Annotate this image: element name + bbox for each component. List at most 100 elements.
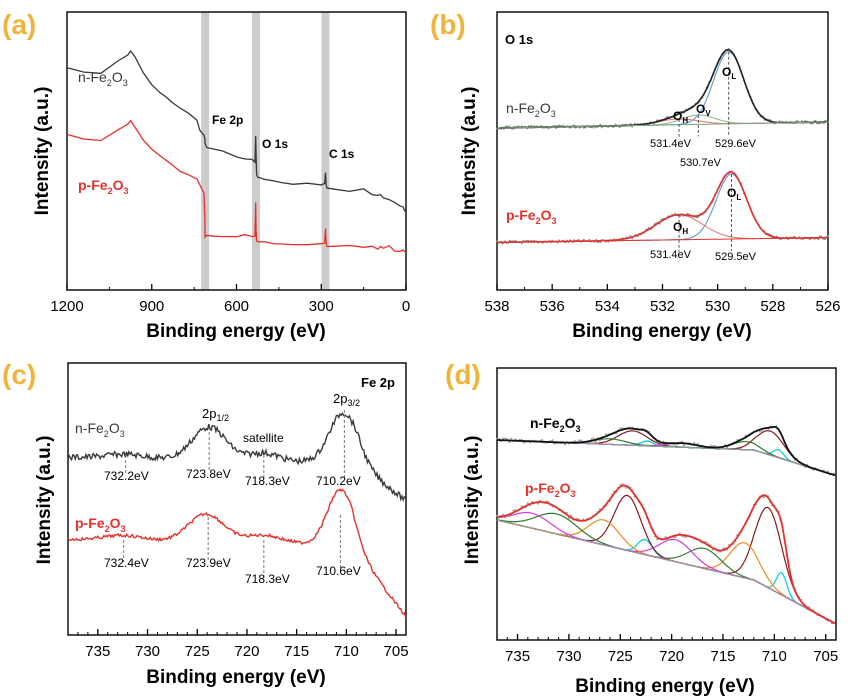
data-point bbox=[573, 239, 576, 241]
data-point bbox=[633, 429, 636, 432]
data-point bbox=[619, 427, 622, 430]
series-line-p bbox=[66, 119, 407, 253]
x-tick-label: 725 bbox=[608, 648, 633, 665]
x-tick-label: 534 bbox=[595, 298, 620, 315]
data-point bbox=[508, 239, 511, 242]
x-tick-label: 0 bbox=[402, 298, 410, 315]
series-line-p bbox=[67, 488, 407, 618]
peak-label-2p12: 2p1/2 bbox=[202, 406, 229, 423]
x-tick-label: 600 bbox=[224, 298, 249, 315]
data-point bbox=[705, 541, 708, 544]
data-point bbox=[822, 238, 825, 240]
data-point bbox=[526, 502, 529, 505]
panel-d-xlabel: Binding energy (eV) bbox=[575, 676, 754, 697]
panel-c-ylabel: Intensity (a.u.) bbox=[34, 436, 55, 565]
panel-a-ylabel: Intensity (a.u.) bbox=[32, 87, 53, 216]
data-point bbox=[590, 438, 593, 441]
fit-component bbox=[497, 51, 828, 129]
data-point bbox=[682, 444, 685, 447]
data-point bbox=[508, 515, 511, 518]
data-point bbox=[580, 439, 583, 442]
x-tick-label: 526 bbox=[815, 298, 840, 315]
annotation-p-710.6: 710.6eV bbox=[316, 564, 361, 578]
data-point bbox=[562, 124, 565, 127]
data-point bbox=[520, 242, 523, 245]
panel-b-ylabel: Intensity (a.u.) bbox=[459, 87, 480, 216]
data-point bbox=[621, 426, 624, 429]
data-point bbox=[504, 516, 507, 519]
data-point bbox=[696, 216, 698, 219]
panel-label-d: (d) bbox=[445, 359, 481, 390]
data-point bbox=[758, 430, 761, 433]
data-point bbox=[514, 239, 516, 242]
data-point bbox=[824, 119, 827, 122]
peak-label-c1s: C 1s bbox=[329, 147, 355, 161]
data-point bbox=[674, 212, 676, 215]
data-point bbox=[540, 124, 543, 127]
peak-label-o1s: O 1s bbox=[262, 137, 288, 151]
x-tick-label: 725 bbox=[185, 643, 210, 660]
series-label-p: p-Fe2O3 bbox=[78, 177, 128, 196]
data-point bbox=[792, 235, 795, 238]
annotation-p-723.9: 723.9eV bbox=[186, 556, 231, 570]
data-point bbox=[501, 242, 504, 245]
data-point bbox=[709, 444, 712, 447]
data-point bbox=[574, 440, 577, 443]
component-label-ol-n: OL bbox=[722, 65, 736, 81]
data-point bbox=[594, 126, 596, 129]
x-tick-label: 1200 bbox=[50, 298, 83, 315]
component-label-oh-p: OH bbox=[673, 220, 688, 236]
data-point bbox=[598, 439, 601, 442]
data-point bbox=[827, 235, 829, 238]
panel-c-xlabel: Binding energy (eV) bbox=[146, 667, 325, 688]
annotation-p-732.4: 732.4eV bbox=[104, 556, 149, 570]
fit-component bbox=[496, 512, 836, 625]
data-point bbox=[682, 535, 685, 538]
data-point bbox=[826, 470, 829, 473]
series-label-n: n-Fe2O3 bbox=[78, 69, 128, 88]
annotation-p-531.4: 531.4eV bbox=[650, 249, 692, 261]
data-point bbox=[592, 437, 595, 440]
x-tick-label: 735 bbox=[505, 648, 530, 665]
panel-a-frame bbox=[66, 11, 407, 291]
x-tick-label: 720 bbox=[234, 643, 259, 660]
data-point bbox=[629, 122, 632, 125]
series-line-n bbox=[67, 411, 406, 503]
data-point bbox=[541, 439, 544, 442]
panel-c-fe2p-spectrum: 735 730 725 720 715 710 705 Fe 2p Binding ener… bbox=[34, 362, 409, 688]
data-point bbox=[713, 444, 716, 447]
data-point bbox=[631, 125, 634, 128]
panel-a-survey-spectrum: 1200 900 600 300 0 Binding energy (eV) Inten… bbox=[32, 11, 410, 342]
data-point bbox=[510, 437, 513, 440]
component-label-oh-n: OH bbox=[673, 109, 688, 125]
panel-d-ylabel: Intensity (a.u.) bbox=[462, 436, 483, 565]
data-point bbox=[726, 446, 729, 449]
x-tick-label: 730 bbox=[556, 648, 581, 665]
data-point bbox=[602, 437, 605, 440]
x-tick-label: 300 bbox=[309, 298, 334, 315]
x-tick-label: 538 bbox=[484, 298, 509, 315]
data-point bbox=[582, 126, 585, 129]
data-point bbox=[763, 496, 766, 499]
series-label-n: n-Fe2O3 bbox=[530, 415, 580, 434]
data-point bbox=[804, 466, 807, 469]
data-point bbox=[800, 120, 803, 122]
fit-baseline bbox=[497, 121, 828, 129]
panel-c-title: Fe 2p bbox=[361, 375, 395, 390]
data-point bbox=[567, 517, 570, 520]
x-tick-label: 720 bbox=[659, 648, 684, 665]
data-point bbox=[508, 441, 511, 444]
data-point bbox=[507, 125, 509, 128]
data-point bbox=[504, 437, 507, 440]
fit-baseline bbox=[496, 519, 836, 624]
x-tick-label: 735 bbox=[85, 643, 110, 660]
annotation-p-529.5: 529.5eV bbox=[715, 251, 757, 263]
fit-component bbox=[496, 506, 836, 624]
data-point bbox=[537, 502, 540, 505]
data-point bbox=[522, 441, 525, 444]
fit-envelope bbox=[497, 426, 836, 477]
data-point bbox=[674, 444, 677, 447]
data-point bbox=[496, 240, 498, 242]
x-tick-label: 900 bbox=[139, 298, 164, 315]
